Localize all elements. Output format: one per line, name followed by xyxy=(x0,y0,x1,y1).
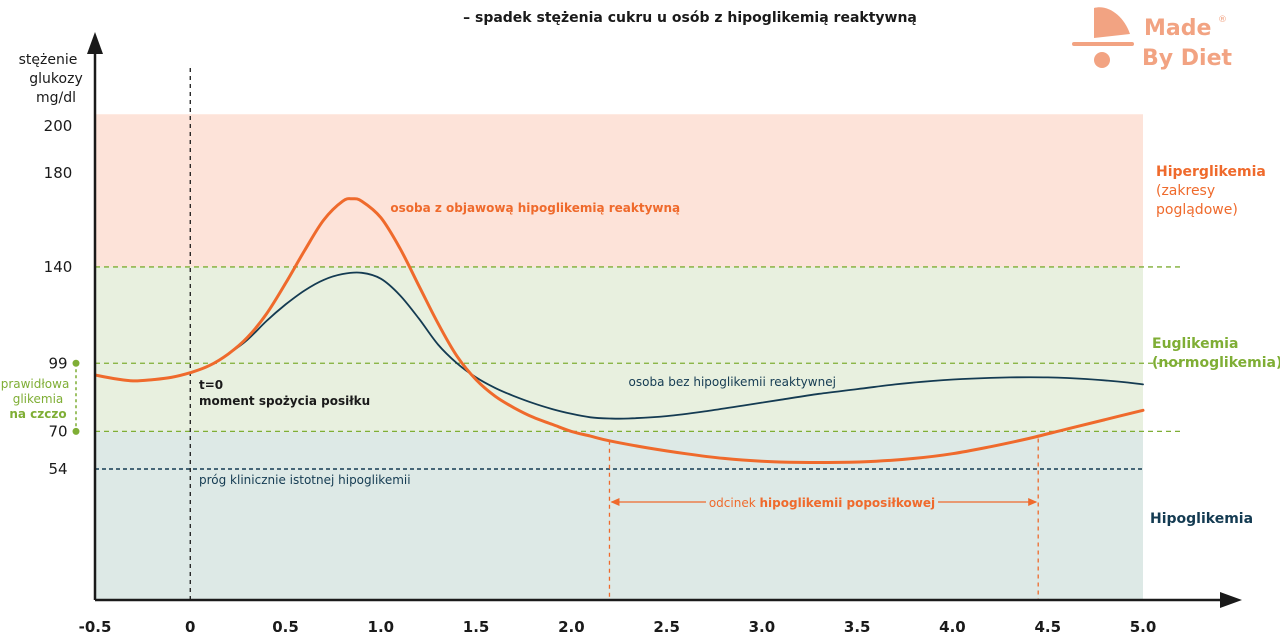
vertical-markers xyxy=(189,68,1039,600)
x-tick-label: 4.5 xyxy=(1034,618,1061,636)
span-label-bold: hipoglikemii poposiłkowej xyxy=(760,496,936,510)
logo-text-line2: By Diet xyxy=(1142,46,1232,71)
logo-dot-icon xyxy=(1094,52,1110,68)
zone-label-eu: Euglikemia xyxy=(1152,336,1238,352)
y-axis-arrow xyxy=(87,32,103,54)
hyperglycemia-zone xyxy=(95,114,1143,267)
hypoglycemia-zone xyxy=(95,431,1143,600)
made-by-diet-logo: Made By Diet ® xyxy=(1072,7,1232,71)
zone-label-hyper: Hiperglikemia xyxy=(1156,164,1266,180)
fasting-bracket-dot xyxy=(72,359,80,367)
y-axis-label-line1: stężenie xyxy=(19,52,78,68)
zone-note-hyper-1: (zakresy xyxy=(1156,183,1215,199)
x-tick-label: 0 xyxy=(185,618,195,636)
y-axis-label-line2: glukozy xyxy=(29,71,82,87)
y-tick-label: 200 xyxy=(44,117,73,135)
series-group xyxy=(95,197,1145,465)
x-axis-arrow xyxy=(1220,592,1242,608)
logo-leaf-icon xyxy=(1094,7,1130,39)
y-tick-label: 54 xyxy=(48,460,67,478)
euglycemia-zone xyxy=(95,266,1143,432)
threshold-label: próg klinicznie istotnej hipoglikemii xyxy=(199,473,411,487)
x-tick-label: 2.0 xyxy=(558,618,585,636)
span-arrowhead-right-icon xyxy=(1028,498,1038,506)
series-line-reactive xyxy=(95,197,1145,465)
fasting-bracket xyxy=(72,359,80,435)
meal-label-t0: t=0 xyxy=(199,378,223,392)
x-tick-label: 0.5 xyxy=(272,618,299,636)
y-axis-label-line3: mg/dl xyxy=(36,90,76,106)
reference-lines xyxy=(95,266,1180,470)
x-tick-label: 2.5 xyxy=(653,618,680,636)
zone-note-hyper-2: poglądowe) xyxy=(1156,202,1238,218)
x-tick-label: 3.0 xyxy=(749,618,776,636)
y-tick-label: 140 xyxy=(44,258,73,276)
meal-label-text: moment spożycia posiłku xyxy=(199,394,370,408)
zone-label-hypo: Hipoglikemia xyxy=(1150,511,1253,527)
fasting-label-3: na czczo xyxy=(9,407,66,421)
x-tick-label: 3.5 xyxy=(844,618,871,636)
annotation-normal: osoba bez hipoglikemii reaktywnej xyxy=(629,375,836,389)
chart-subtitle: – spadek stężenia cukru u osób z hipogli… xyxy=(463,10,917,26)
postprandial-span xyxy=(610,498,1038,506)
y-tick-label: 70 xyxy=(48,422,67,440)
fasting-label-1: prawidłowa xyxy=(1,377,70,391)
y-tick-labels: 200 180 140 99 70 54 xyxy=(44,117,73,478)
x-tick-label: 1.0 xyxy=(368,618,395,636)
x-tick-label: 4.0 xyxy=(939,618,966,636)
span-label: odcinek hipoglikemii poposiłkowej xyxy=(709,496,935,510)
logo-text-line1: Made xyxy=(1144,16,1211,41)
span-label-normal: odcinek xyxy=(709,496,760,510)
y-tick-label: 180 xyxy=(44,164,73,182)
zone-note-eu: (normoglikemia) xyxy=(1152,355,1280,371)
x-tick-labels: -0.5 0 0.5 1.0 1.5 2.0 2.5 3.0 3.5 4.0 4.5 5.0 xyxy=(79,618,1157,636)
span-arrowhead-left-icon xyxy=(610,498,620,506)
x-tick-label: 1.5 xyxy=(463,618,490,636)
logo-registered-mark: ® xyxy=(1218,15,1227,25)
y-tick-label: 99 xyxy=(48,354,67,372)
fasting-bracket-dot xyxy=(72,427,80,435)
annotation-reactive: osoba z objawową hipoglikemią reaktywną xyxy=(390,201,680,215)
x-tick-label: -0.5 xyxy=(79,618,112,636)
x-tick-label: 5.0 xyxy=(1130,618,1157,636)
fasting-label-2: glikemia xyxy=(13,392,64,406)
